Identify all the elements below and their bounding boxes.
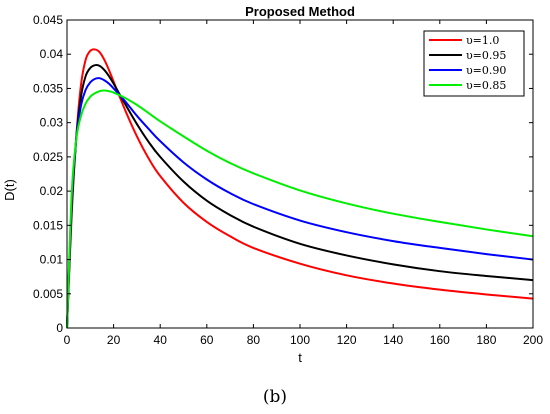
x-tick-label: 120 (337, 333, 357, 347)
y-tick-label: 0.03 (40, 116, 64, 130)
series-line-3 (66, 89, 534, 329)
y-tick-label: 0 (56, 321, 63, 335)
x-tick-label: 100 (290, 333, 310, 347)
legend-label-2: υ=0.90 (466, 64, 506, 77)
x-tick-label: 160 (430, 333, 450, 347)
legend-label-0: υ=1.0 (466, 34, 499, 47)
legend: υ=1.0 υ=0.95 υ=0.90 υ=0.85 (423, 30, 525, 97)
x-tick-label: 200 (523, 333, 543, 347)
y-tick-label: 0.035 (33, 81, 63, 95)
series-line-2 (66, 77, 534, 329)
plot-series (66, 48, 534, 329)
x-tick-label: 80 (247, 333, 261, 347)
y-tick-label: 0.015 (33, 218, 63, 232)
x-tick-label: 140 (383, 333, 403, 347)
legend-items: υ=1.0 υ=0.95 υ=0.90 υ=0.85 (429, 34, 506, 92)
x-axis-label: t (298, 350, 302, 365)
y-ticks: 0 0.005 0.01 0.015 0.02 0.025 0.03 0.035 0.04 0.0… (33, 13, 533, 335)
legend-label-1: υ=0.95 (466, 49, 506, 62)
y-tick-label: 0.04 (40, 47, 64, 61)
x-ticks: 0 20 40 60 80 100 120 140 160 180 200 (64, 20, 543, 347)
y-tick-label: 0.01 (40, 253, 64, 267)
y-tick-label: 0.02 (40, 184, 64, 198)
y-tick-label: 0.025 (33, 150, 63, 164)
legend-label-3: υ=0.85 (466, 79, 506, 92)
x-tick-label: 0 (64, 333, 71, 347)
series-line-1 (66, 64, 534, 329)
y-axis-label: D(t) (2, 179, 17, 201)
x-tick-label: 40 (154, 333, 168, 347)
x-tick-label: 20 (107, 333, 121, 347)
x-tick-label: 180 (476, 333, 496, 347)
y-tick-label: 0.005 (33, 287, 63, 301)
chart-title: Proposed Method (245, 4, 355, 19)
figure-caption: (b) (263, 387, 287, 407)
series-line-0 (66, 48, 534, 329)
y-tick-label: 0.045 (33, 13, 63, 27)
x-tick-label: 60 (200, 333, 214, 347)
